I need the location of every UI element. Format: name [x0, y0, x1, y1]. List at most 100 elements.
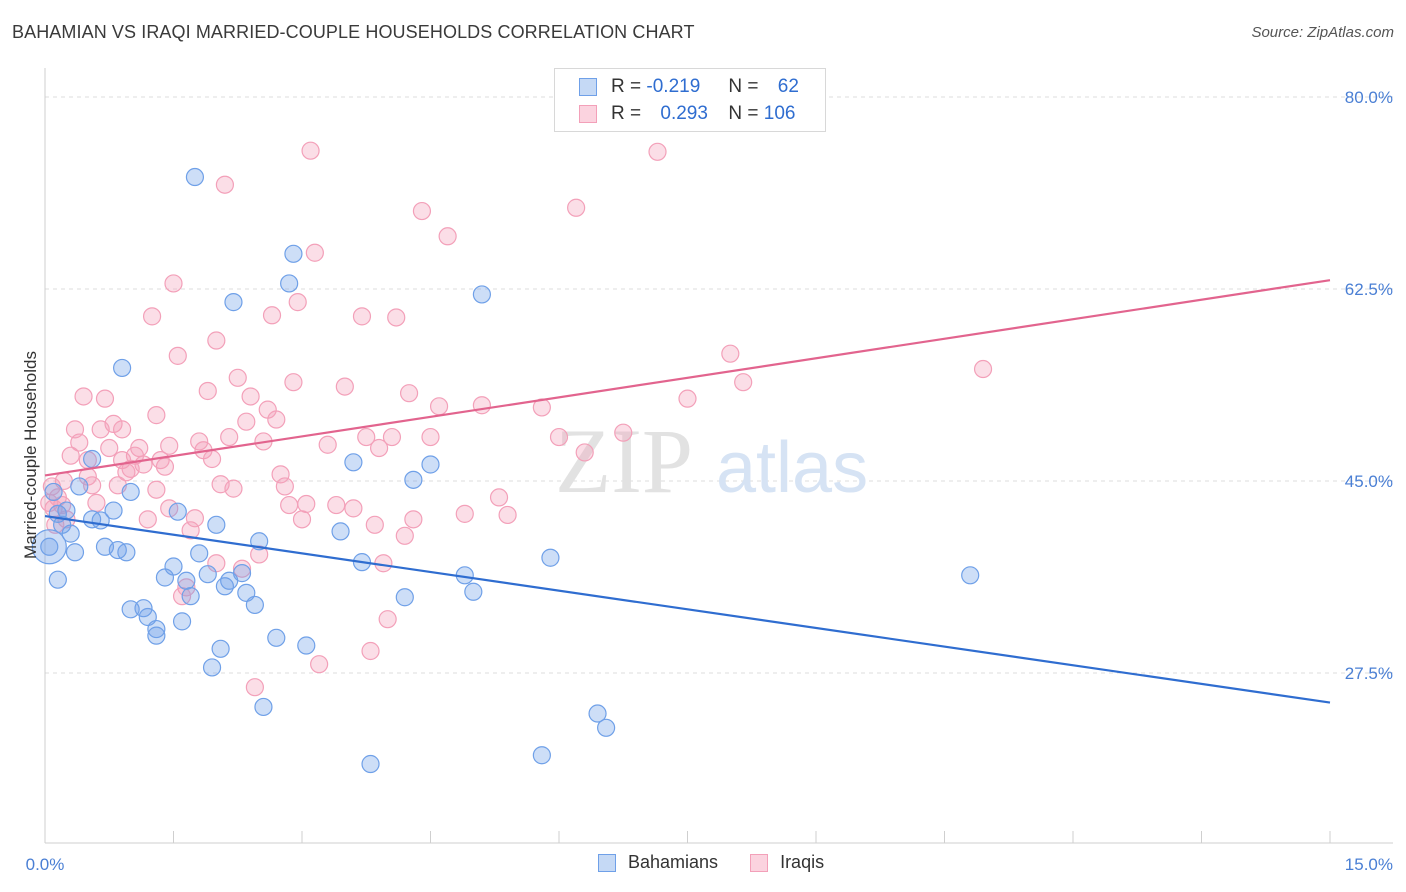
iraqis-point [305, 243, 324, 262]
iraqis-point [472, 396, 491, 415]
bahamians-point [185, 167, 205, 187]
iraqis-trend-line [44, 279, 1331, 477]
bahamians-point [404, 470, 423, 489]
bahamians-point [395, 588, 414, 607]
iraqis-point [46, 515, 65, 534]
iraqis-point [399, 384, 419, 403]
n-label: N = [728, 103, 759, 124]
iraqis-point [382, 427, 402, 447]
iraqis-point [301, 141, 320, 160]
iraqis-point [567, 198, 586, 217]
iraqis-point [365, 515, 384, 534]
iraqis-point [112, 420, 132, 439]
iraqis-point [648, 142, 667, 161]
legend-item-bahamians: Bahamians [598, 852, 718, 873]
series-legend: Bahamians Iraqis [598, 852, 856, 873]
bahamians-point [284, 244, 303, 263]
iraqis-point [734, 373, 753, 392]
iraqis-point [198, 381, 217, 401]
iraqis-point [335, 377, 354, 396]
iraqis-point [292, 510, 312, 529]
iraqis-point [100, 438, 119, 458]
bahamians-point [172, 612, 192, 631]
x-tick-label: 0.0% [26, 855, 65, 874]
iraqis-point [142, 307, 162, 326]
iraqis-point [215, 175, 234, 194]
iraqis-point [138, 510, 157, 529]
bahamians-point [541, 548, 560, 567]
bahamians-point-large [31, 529, 67, 565]
iraqis-point [318, 435, 337, 454]
bahamians-point [117, 543, 136, 562]
iraqis-point [228, 368, 247, 387]
bahamians-point [588, 704, 607, 723]
bahamians-point [104, 501, 123, 520]
bahamians-point [344, 453, 363, 472]
bahamians-point [147, 626, 166, 645]
iraqis-point [438, 227, 457, 246]
iraqis-point [61, 446, 80, 465]
r-label: R = [611, 103, 642, 124]
iraqis-point [232, 559, 252, 578]
bahamians-point [40, 537, 59, 556]
bahamians-point [532, 746, 551, 765]
iraqis-point [267, 410, 286, 429]
grid-lines [45, 96, 1393, 674]
bahamians-point [164, 557, 183, 576]
legend-label: Bahamians [628, 852, 719, 872]
iraqis-point [370, 438, 389, 458]
tick-labels: 27.5% 45.0% 62.5% 80.0% 0.0% 15.0% [26, 88, 1393, 874]
watermark: ZIP atlas [555, 410, 868, 512]
bahamians-point [44, 482, 63, 502]
iraqis-point [421, 427, 440, 447]
bahamians-point [65, 543, 85, 562]
n-value: 106 [763, 103, 796, 124]
iraqis-point [387, 308, 406, 327]
iraqis-point [87, 493, 106, 512]
bahamians-point [297, 636, 316, 655]
n-label: N = [728, 76, 759, 97]
iraqis-point [352, 307, 372, 326]
iraqis-point [275, 477, 294, 496]
iraqis-point [404, 510, 423, 529]
y-tick-label: 62.5% [1345, 280, 1393, 299]
iraqis-point [147, 480, 166, 499]
bahamians-trend-line [44, 514, 1331, 704]
iraqis-point [429, 397, 449, 416]
iraqis-point [284, 373, 303, 392]
bahamians-point [121, 482, 140, 502]
bahamians-point [70, 477, 89, 496]
iraqis-point [297, 494, 316, 514]
bahamians-point [168, 502, 187, 521]
y-axis-label: Married-couple Households [21, 351, 40, 559]
iraqis-point [164, 274, 183, 293]
bahamians-point [202, 658, 222, 677]
legend-item-iraqis: Iraqis [750, 852, 824, 873]
r-value: 0.293 [660, 103, 708, 124]
iraqis-point [327, 495, 346, 515]
bahamians-point [211, 639, 230, 658]
bahamians-point [245, 595, 264, 615]
n-value: 62 [777, 76, 799, 97]
source-credit: Source: ZipAtlas.com [1251, 24, 1394, 41]
iraqis-point [190, 432, 209, 451]
iraqis-point [83, 476, 102, 495]
bahamians-point [961, 566, 980, 585]
bahamians-point [57, 501, 76, 520]
bahamians-point [147, 619, 166, 639]
iraqis-point [489, 488, 509, 507]
bahamians-point [190, 544, 209, 563]
iraqis-point [95, 389, 115, 408]
bahamians-point [224, 293, 243, 312]
iraqis-point [224, 479, 243, 498]
bahamians-point [134, 599, 153, 618]
iraqis-point [112, 450, 132, 470]
bahamians-point [181, 587, 200, 606]
iraqis-point [280, 495, 299, 515]
iraqis-point [177, 578, 196, 597]
iraqis-point [455, 504, 474, 523]
iraqis-point [378, 610, 397, 629]
iraqis-point [220, 427, 239, 447]
iraqis-point [202, 449, 222, 469]
